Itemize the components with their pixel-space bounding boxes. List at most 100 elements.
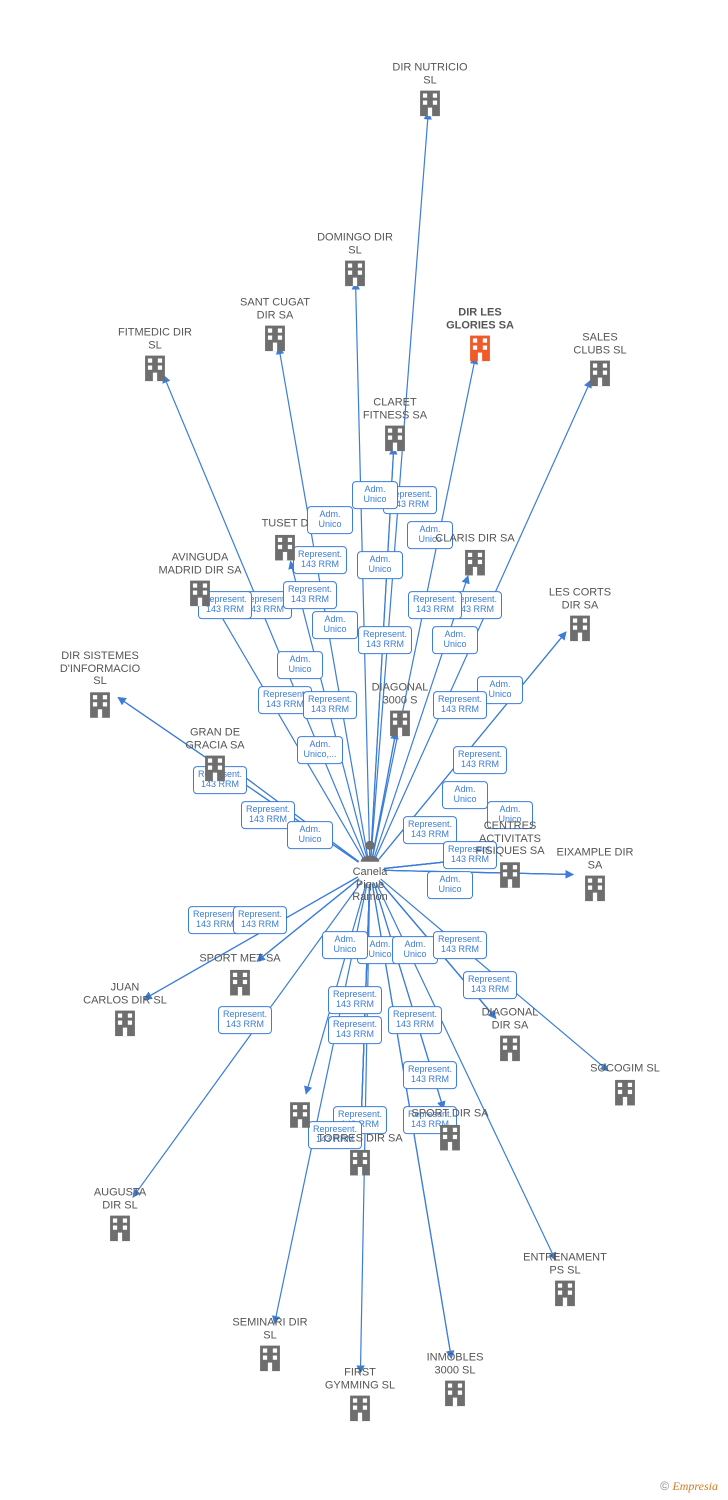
edge-label: Adm. Unico: [352, 481, 398, 509]
company-node[interactable]: DIR SISTEMESD'INFORMACIO SL: [55, 648, 145, 722]
company-node[interactable]: DIAGONAL3000 S: [355, 679, 445, 740]
company-node[interactable]: INMOBLES3000 SL: [410, 1349, 500, 1410]
company-node[interactable]: CENTRESACTIVITATSFISIQUES SA: [465, 818, 555, 892]
company-node[interactable]: TORRES DIR SA: [315, 1131, 405, 1180]
company-node[interactable]: DIR LESGLORIES SA: [435, 304, 525, 365]
edge-label: Adm. Unico: [432, 626, 478, 654]
node-label: SOCOGIM SL: [580, 1063, 670, 1076]
company-node[interactable]: SPORT DIR SA: [405, 1106, 495, 1155]
node-label: DIR LESGLORIES SA: [435, 306, 525, 331]
edge-label: Represent. 143 RRM: [328, 986, 382, 1014]
node-label: FITMEDIC DIR SL: [110, 326, 200, 351]
node-label: DOMINGO DIR SL: [310, 231, 400, 256]
footer-copyright: ©: [660, 1479, 669, 1493]
edge-label: Represent. 143 RRM: [408, 591, 462, 619]
edge-label: Represent. 143 RRM: [283, 581, 337, 609]
building-icon: [253, 1342, 287, 1376]
node-label: CLARIS DIR SA: [430, 533, 520, 546]
building-icon: [433, 1120, 467, 1154]
building-icon: [268, 530, 302, 564]
building-icon: [183, 577, 217, 611]
node-label: FIRSTGYMMING SL: [315, 1366, 405, 1391]
person-node[interactable]: CanelaPiqueRamon: [325, 836, 415, 904]
building-icon: [493, 1032, 527, 1066]
edge-label: Adm. Unico: [312, 611, 358, 639]
building-icon: [223, 965, 257, 999]
edges-layer: [0, 0, 728, 1500]
node-label: TORRES DIR SA: [315, 1133, 405, 1146]
node-label: CanelaPiqueRamon: [325, 866, 415, 904]
company-node[interactable]: [255, 1098, 345, 1132]
edge-label: Represent. 143 RRM: [358, 626, 412, 654]
building-icon: [563, 612, 597, 646]
company-node[interactable]: FITMEDIC DIR SL: [110, 324, 200, 385]
company-node[interactable]: JUANCARLOS DIR SL: [80, 979, 170, 1040]
building-icon: [438, 1377, 472, 1411]
node-label: SEMINARI DIR SL: [225, 1316, 315, 1341]
building-icon: [108, 1007, 142, 1041]
company-node[interactable]: AUGUSTADIR SL: [75, 1184, 165, 1245]
footer-credit: © Empresia: [660, 1479, 718, 1494]
node-label: INMOBLES3000 SL: [410, 1351, 500, 1376]
building-icon: [413, 87, 447, 121]
node-label: AVINGUDAMADRID DIR SA: [155, 551, 245, 576]
company-node[interactable]: SEMINARI DIR SL: [225, 1314, 315, 1375]
edge-label: Represent. 143 RRM: [388, 1006, 442, 1034]
company-node[interactable]: LES CORTSDIR SA: [535, 584, 625, 645]
edge-label: Adm. Unico: [392, 936, 438, 964]
node-label: LES CORTSDIR SA: [535, 586, 625, 611]
building-icon: [343, 1392, 377, 1426]
company-node[interactable]: SALESCLUBS SL: [555, 329, 645, 390]
building-icon: [578, 872, 612, 906]
company-node[interactable]: SANT CUGATDIR SA: [230, 294, 320, 355]
node-label: AUGUSTADIR SL: [75, 1186, 165, 1211]
edge-label: Adm. Unico,...: [297, 736, 343, 764]
company-node[interactable]: ENTRENAMENTPS SL: [520, 1249, 610, 1310]
company-node[interactable]: CLARIS DIR SA: [430, 531, 520, 580]
node-label: GRAN DEGRACIA SA: [170, 726, 260, 751]
company-node[interactable]: GRAN DEGRACIA SA: [170, 724, 260, 785]
building-icon: [608, 1075, 642, 1109]
company-node[interactable]: CLARETFITNESS SA: [350, 394, 440, 455]
building-icon: [493, 858, 527, 892]
edge-label: Adm. Unico: [322, 931, 368, 959]
company-node[interactable]: AVINGUDAMADRID DIR SA: [155, 549, 245, 610]
company-node[interactable]: SPORT MET SA: [195, 951, 285, 1000]
building-icon: [338, 257, 372, 291]
edge-label: Represent. 143 RRM: [403, 1061, 457, 1089]
edge-label: Adm. Unico: [357, 551, 403, 579]
building-icon: [83, 688, 117, 722]
company-node[interactable]: DIR NUTRICIO SL: [385, 59, 475, 120]
node-label: DIR NUTRICIO SL: [385, 61, 475, 86]
node-label: CLARETFITNESS SA: [350, 396, 440, 421]
building-icon: [583, 357, 617, 391]
node-label: DIAGONAL3000 S: [355, 681, 445, 706]
company-node[interactable]: SOCOGIM SL: [580, 1061, 670, 1110]
building-icon: [343, 1145, 377, 1179]
node-label: DIR SISTEMESD'INFORMACIO SL: [55, 650, 145, 688]
building-icon: [463, 332, 497, 366]
building-icon: [103, 1212, 137, 1246]
node-label: EIXAMPLE DIR SA: [550, 846, 640, 871]
edge-label: Represent. 143 RRM: [433, 931, 487, 959]
edge-label: Represent. 143 RRM: [218, 1006, 272, 1034]
edge-label: Represent. 143 RRM: [453, 746, 507, 774]
company-node[interactable]: DIAGONALDIR SA: [465, 1004, 555, 1065]
edge-label: Represent. 143 RRM: [328, 1016, 382, 1044]
company-node[interactable]: TUSET D: [240, 516, 330, 565]
node-label: SPORT MET SA: [195, 953, 285, 966]
node-label: SPORT DIR SA: [405, 1108, 495, 1121]
building-icon: [383, 707, 417, 741]
building-icon: [548, 1277, 582, 1311]
company-node[interactable]: FIRSTGYMMING SL: [315, 1364, 405, 1425]
node-label: DIAGONALDIR SA: [465, 1006, 555, 1031]
building-icon: [283, 1098, 317, 1132]
building-icon: [458, 545, 492, 579]
edge-label: Represent. 143 RRM: [463, 971, 517, 999]
edge-label: Adm. Unico: [442, 781, 488, 809]
edge-label: Represent. 143 RRM: [233, 906, 287, 934]
company-node[interactable]: DOMINGO DIR SL: [310, 229, 400, 290]
building-icon: [258, 322, 292, 356]
network-diagram: Represent. 143 RRMAdm. UnicoRepresent. 1…: [0, 0, 728, 1500]
company-node[interactable]: EIXAMPLE DIR SA: [550, 844, 640, 905]
